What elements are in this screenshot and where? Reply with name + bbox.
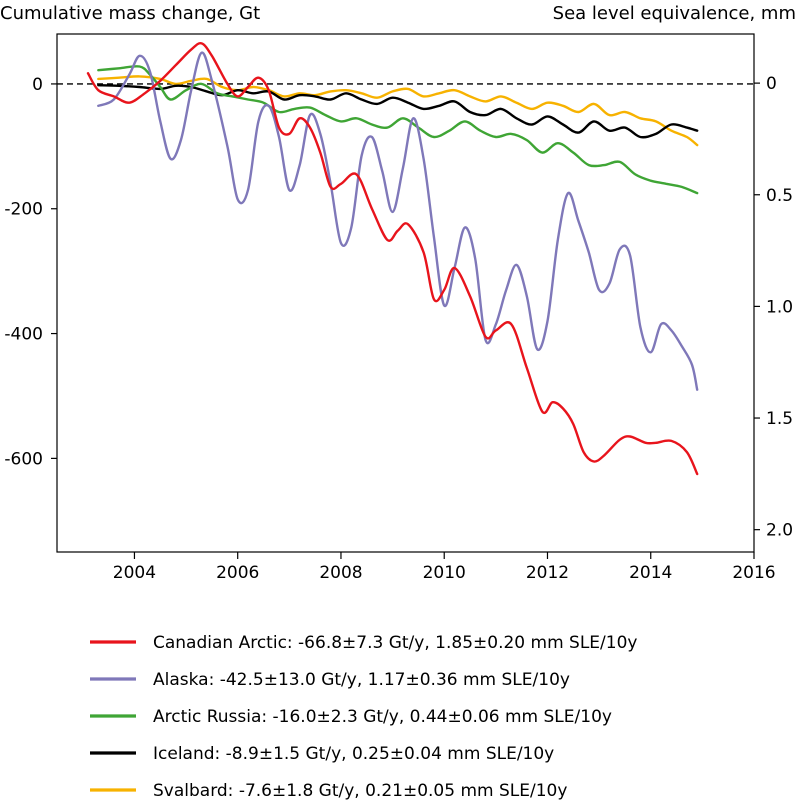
series-line-alaska bbox=[97, 51, 699, 391]
y-tick-label: 0 bbox=[32, 75, 43, 95]
y2-tick-label: 0 bbox=[766, 74, 777, 94]
legend-label-svalbard: Svalbard: -7.6±1.8 Gt/y, 0.21±0.05 mm SL… bbox=[153, 781, 567, 801]
x-tick-label: 2008 bbox=[319, 563, 362, 583]
x-tick-label: 2012 bbox=[526, 563, 569, 583]
legend-label-alaska: Alaska: -42.5±13.0 Gt/y, 1.17±0.36 mm SL… bbox=[153, 670, 570, 690]
y-axis-title: Cumulative mass change, Gt bbox=[0, 3, 260, 24]
y2-tick-label: 0.5 bbox=[766, 186, 793, 206]
y2-tick-label: 2.0 bbox=[766, 521, 793, 541]
y-tick-label: -200 bbox=[4, 200, 43, 220]
y2-axis-title: Sea level equivalence, mm bbox=[553, 3, 796, 24]
axis-ticks: 2004 2006 2008 2010 2012 2014 2016 0 -200 -400 -60… bbox=[4, 74, 793, 583]
y-tick-label: -400 bbox=[4, 325, 43, 345]
x-tick-label: 2006 bbox=[216, 563, 259, 583]
legend: Canadian Arctic: -66.8±7.3 Gt/y, 1.85±0.… bbox=[90, 633, 637, 801]
legend-label-arctic-russia: Arctic Russia: -16.0±2.3 Gt/y, 0.44±0.06… bbox=[153, 707, 612, 727]
y2-tick-label: 1.0 bbox=[766, 297, 793, 317]
series-line-iceland bbox=[97, 84, 699, 139]
series-line-arctic-russia bbox=[97, 65, 699, 195]
series-line-canadian-arctic bbox=[86, 42, 699, 476]
x-tick-label: 2016 bbox=[732, 563, 775, 583]
series-lines bbox=[86, 42, 699, 476]
x-tick-label: 2014 bbox=[629, 563, 672, 583]
legend-label-canadian-arctic: Canadian Arctic: -66.8±7.3 Gt/y, 1.85±0.… bbox=[153, 633, 637, 653]
y-tick-label: -600 bbox=[4, 449, 43, 469]
x-tick-label: 2010 bbox=[423, 563, 466, 583]
legend-label-iceland: Iceland: -8.9±1.5 Gt/y, 0.25±0.04 mm SLE… bbox=[153, 744, 554, 764]
y2-tick-label: 1.5 bbox=[766, 409, 793, 429]
x-tick-label: 2004 bbox=[113, 563, 156, 583]
plot-area-frame bbox=[56, 33, 755, 553]
